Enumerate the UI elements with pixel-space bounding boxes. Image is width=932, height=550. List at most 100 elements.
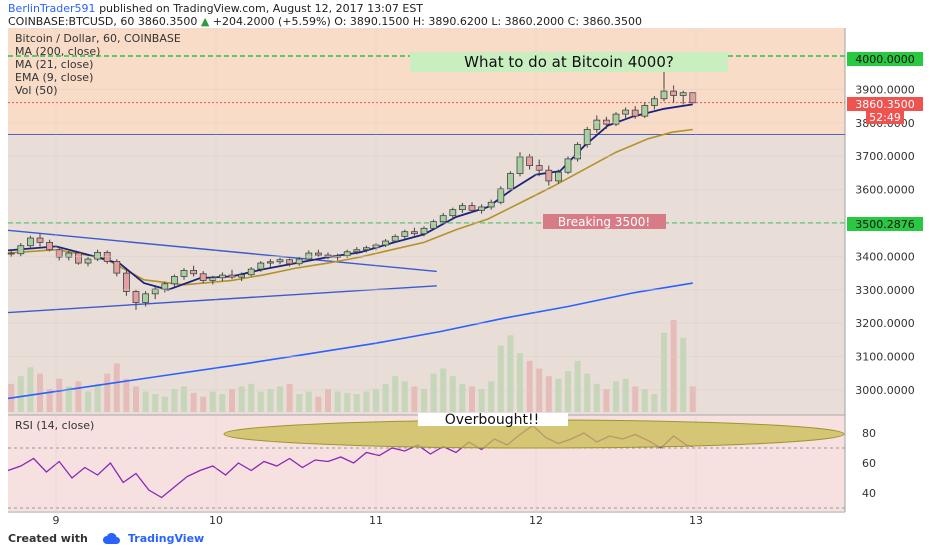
legend-rsi: RSI (14, close) [15,419,94,432]
candle-body [170,276,178,285]
author-link[interactable]: BerlinTrader591 [8,2,96,15]
tradingview-cloud-icon [103,532,120,544]
volume-bar [661,332,667,412]
volume-bar [478,389,485,412]
footer: Created with TradingView [0,528,932,550]
candle-body [401,231,409,237]
candle-body [420,227,428,235]
volume-bar [632,386,639,412]
current-price-label: 3860.3500 [855,98,915,111]
title-annotation: What to do at Bitcoin 4000? [410,52,728,72]
ma200-line [7,282,693,400]
volume-bar [142,391,149,412]
volume-bar [469,386,475,412]
candle-body [603,119,610,125]
volume-bar [315,396,322,412]
price-tick-label: 3300.0000 [855,284,915,297]
volume-bar [152,394,159,412]
volume-bar [622,378,629,412]
volume-bar [17,376,24,412]
volume-bar [680,337,687,412]
change-text: +204.2000 (+5.59%) [212,15,331,28]
volume-bar [411,386,418,412]
candle-body [199,273,207,281]
price-tick-label: 3200.0000 [855,317,915,330]
legend-vol: Vol (50) [15,84,58,97]
ma21-line [7,128,693,286]
candle-body [430,221,438,229]
volume-bar [65,386,72,412]
candle-body [46,241,53,251]
main-pane-lower-bg [8,136,845,415]
volume-bar [171,389,178,412]
time-tick-label: 9 [53,514,60,527]
legend-ema9: EMA (9, close) [15,71,93,84]
price-tick-label: 3600.0000 [855,184,915,197]
candle-body [660,90,668,100]
current-price-label-bg [847,97,923,111]
volume-bar [488,381,495,412]
candle-body [679,92,687,96]
chart-legend: Bitcoin / Dollar, 60, COINBASE MA (200, … [15,32,181,432]
time-tick-label: 10 [209,514,223,527]
volume-bar [94,383,101,412]
time-tick-label: 12 [529,514,543,527]
volume-bar [161,396,168,412]
volume-bar [113,363,120,412]
volume-bar [296,394,303,412]
candle-body [238,274,246,278]
candle-body [228,274,236,278]
volume-bar [257,391,264,412]
volume-bar [286,383,293,412]
last-price: 3860.3500 [137,15,198,28]
breaking-annotation-bg [543,214,666,229]
volume-bar [593,383,600,412]
volume-bar [449,376,456,412]
volume-bar [75,381,82,412]
volume-bar [421,389,427,412]
candle-body [612,113,620,125]
volume-bar [363,391,370,412]
countdown-label-bg [866,111,904,124]
volume-bar [56,378,63,412]
candle-body [190,270,198,275]
price-label-3500: 3500.2876 [855,218,915,231]
ohlc-text: O: 3890.1500 H: 3890.6200 L: 3860.2000 C… [334,15,643,28]
candle-body [545,169,553,182]
candle-body [286,259,294,265]
price-tick-label: 3000.0000 [855,384,915,397]
candle-body [574,144,581,160]
candle-body [449,209,457,217]
candle-body [17,245,25,255]
publication-header: BerlinTrader591 published on TradingView… [0,0,932,28]
rsi-tick-label: 60 [862,457,876,470]
price-tick-label: 3700.0000 [855,150,915,163]
volume-bar [689,386,696,412]
volume-bar [305,391,312,412]
candle-body [506,173,514,190]
volume-bar [373,389,379,412]
volume-bar [603,389,610,412]
change-arrow: ▲ [200,15,210,28]
overbought-label-bg [418,413,568,426]
price-tick-label: 3400.0000 [855,250,915,263]
volume-bar [401,381,408,412]
price-tick-label: 3900.0000 [855,83,915,96]
volume-bar [670,320,677,412]
breaking-annotation: Breaking 3500! [543,214,666,229]
volume-bar [334,391,341,412]
volume-bar [574,360,581,412]
volume-bar [104,373,111,412]
symbol-text: COINBASE:BTCUSD, 60 [8,15,135,28]
candle-body [631,109,639,117]
candle-body [55,249,63,258]
candle-body [142,293,150,303]
candle-body [180,270,188,277]
candle-body [94,251,101,260]
tradingview-brand[interactable]: TradingView [128,532,205,545]
candle-body [583,129,591,145]
candle-body [372,244,380,249]
volume-bar [37,373,43,412]
volume-bar [517,353,523,412]
candle-body [314,252,322,256]
